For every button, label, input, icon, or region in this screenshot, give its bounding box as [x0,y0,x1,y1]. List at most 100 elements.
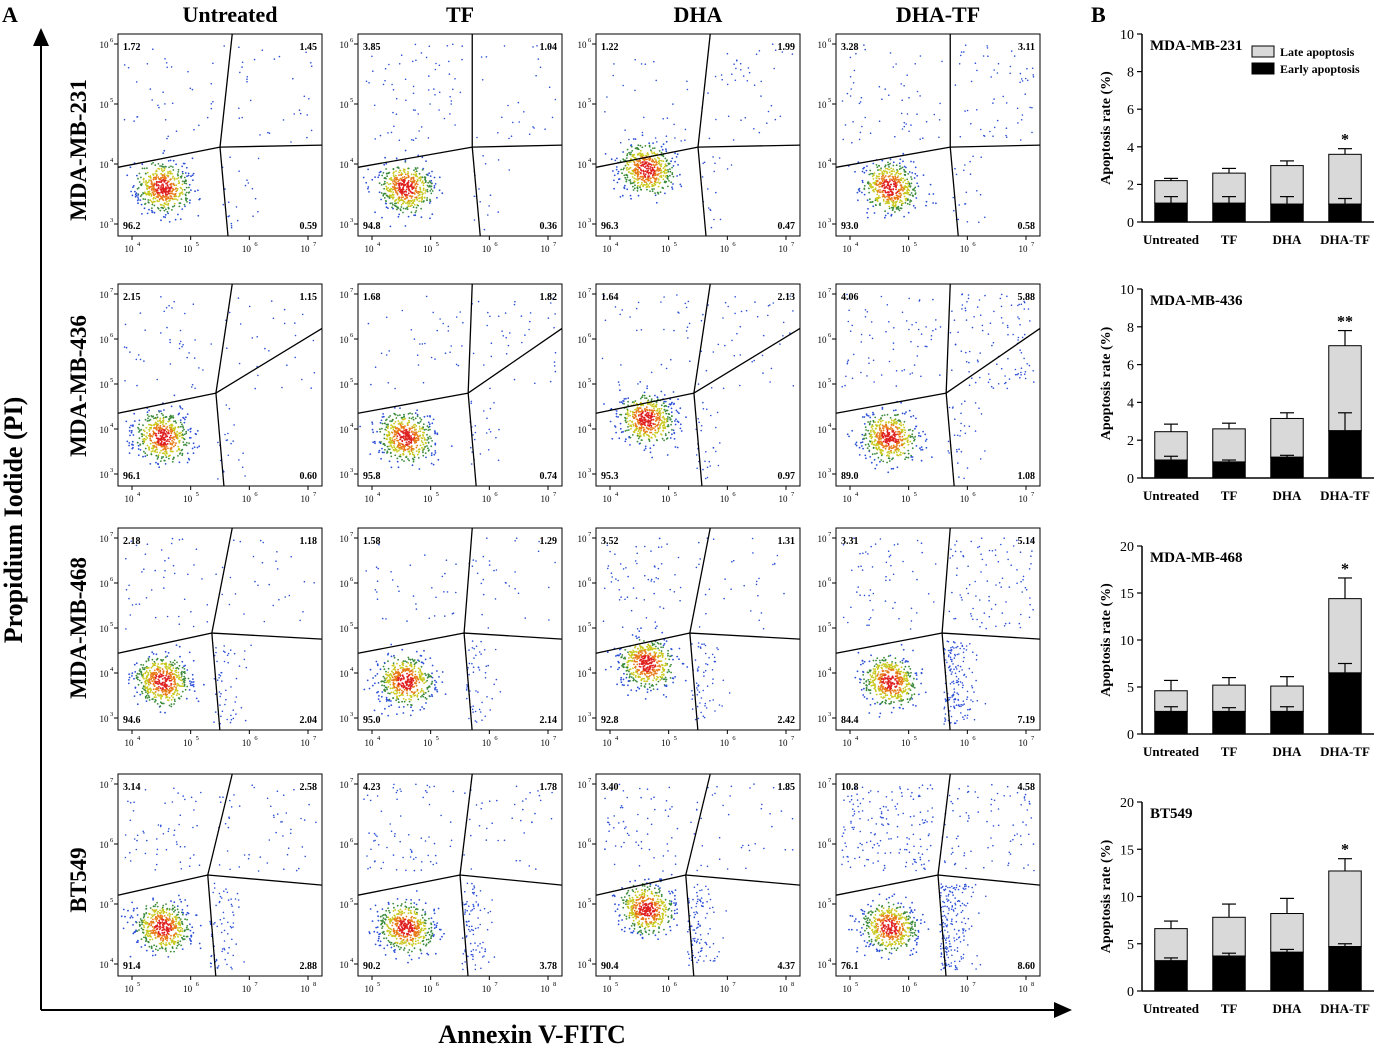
flow-event [891,170,894,173]
flow-event [900,83,902,85]
flow-event [472,352,475,355]
flow-event [619,196,622,198]
flow-event [996,72,999,74]
flow-event [186,461,189,464]
flow-event [739,354,742,356]
x-axis-title: Annexin V-FITC [438,1020,626,1048]
flow-event [171,102,174,105]
flow-event [647,179,650,182]
flow-event [165,208,167,211]
flow-event [165,456,168,458]
flow-event [411,60,414,63]
flow-event [864,434,867,436]
flow-event [640,175,643,178]
flow-event [639,188,642,191]
flow-event [407,171,409,173]
flow-event [700,425,703,427]
flow-event [645,178,647,181]
flow-event [173,205,176,207]
flow-event [180,425,182,428]
flow-event [887,184,890,187]
flow-event [397,420,400,422]
flow-event [429,217,431,220]
flow-event [154,193,157,196]
flow-event [753,84,756,86]
flow-event [880,185,882,188]
flow-event [650,371,653,374]
flow-event [143,167,146,170]
flow-event [450,445,453,447]
flow-event [529,312,532,314]
flow-event [473,195,476,198]
flow-event [177,413,180,416]
flow-event [310,387,313,389]
flow-event [687,337,689,339]
flow-event [383,187,385,190]
flow-event [646,420,648,423]
flow-event [650,181,653,184]
flow-event [881,419,884,422]
flow-event [398,188,401,191]
flow-event [414,109,416,111]
flow-event [384,448,386,451]
flow-event [138,172,141,175]
flow-event [160,412,163,415]
flow-event [173,193,175,196]
flow-event [140,193,143,196]
flow-event [172,182,175,185]
flow-event [702,401,704,404]
flow-event [164,119,167,121]
flow-event [485,56,488,58]
flow-event [645,165,647,168]
flow-event [385,419,387,422]
flow-event [450,345,453,347]
flow-event [772,302,775,304]
flow-event [651,405,653,408]
flow-event [429,190,432,192]
flow-event [161,183,164,186]
flow-event [404,449,407,451]
flow-event [647,416,650,419]
flow-event [661,437,664,440]
flow-event [639,418,641,421]
flow-event [158,466,161,469]
flow-event [736,59,738,61]
flow-event [386,181,388,184]
x-tick-label: 10 [482,244,492,254]
flow-event [894,198,897,200]
flow-event [436,433,439,436]
flow-event [957,218,960,221]
flow-event [428,186,430,188]
flow-event [169,450,172,453]
flow-event [123,118,126,121]
flow-event [421,343,424,345]
flow-event [625,178,628,181]
flow-event [911,172,914,174]
flow-event [630,427,632,430]
flow-event [410,417,413,420]
flow-event [397,189,399,192]
flow-event [644,63,647,65]
flow-event [418,422,420,424]
flow-event [427,421,430,424]
quadrant-lower-right-value: 0.47 [778,221,796,232]
flow-event [146,454,149,457]
flow-event [900,207,903,210]
flow-event [176,430,179,433]
flow-event [183,203,186,206]
flow-event [665,135,668,137]
flow-event [157,176,160,179]
flow-event [665,171,668,174]
flow-event [422,381,425,384]
x-tick-exponent: 5 [196,491,199,498]
flow-event [413,436,416,439]
flow-event [152,48,154,50]
flow-event [960,51,963,53]
flow-event [162,215,165,218]
flow-event [423,437,425,439]
flow-event [422,189,425,191]
flow-event [227,432,229,435]
flow-event [256,336,259,338]
flow-event [164,179,167,182]
quadrant-upper-right-value: 1.82 [540,292,558,303]
